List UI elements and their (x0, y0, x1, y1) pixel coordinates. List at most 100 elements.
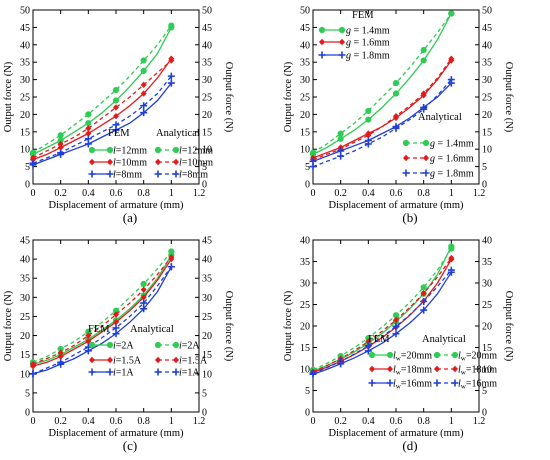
y-tick-label-right: 30 (482, 75, 492, 86)
legend-marker (89, 356, 95, 364)
data-point (113, 104, 119, 111)
y-tick-label: 35 (300, 58, 310, 69)
y-tick-label-right: 0 (202, 180, 207, 191)
legend-marker (368, 379, 376, 387)
y-tick-label-right: 45 (482, 23, 492, 34)
x-axis-title: Displacement of armature (mm) (329, 200, 464, 211)
data-point (85, 111, 92, 118)
y-tick-label-right: 40 (202, 40, 212, 51)
data-point (420, 290, 427, 297)
y-tick-label: 30 (300, 75, 310, 86)
data-point (168, 57, 175, 64)
legend-marker (433, 351, 441, 359)
data-point (140, 81, 147, 89)
legend-entry-label: i=1A (179, 368, 200, 379)
y-tick-label: 10 (300, 145, 310, 156)
y-tick-label: 20 (300, 322, 310, 333)
legend-entry-label: l=8mm (113, 170, 142, 181)
y-tick-label: 10 (300, 365, 310, 376)
series-line (32, 256, 172, 365)
legend-marker (338, 26, 346, 34)
y-axis-title-right: Output force (N) (223, 291, 234, 362)
legend-marker (452, 365, 458, 373)
series-line (32, 266, 172, 375)
y-tick-label-right: 30 (202, 293, 212, 304)
legend-marker (403, 154, 409, 162)
y-tick-label: 25 (300, 93, 310, 104)
data-point (420, 284, 427, 291)
series-line (312, 60, 452, 159)
y-tick-label-right: 40 (482, 40, 492, 51)
legend-marker (402, 169, 410, 177)
legend-marker (172, 341, 180, 349)
y-tick-label: 35 (20, 58, 30, 69)
legend-marker (402, 139, 410, 147)
x-tick-label: 0.2 (334, 188, 347, 199)
legend-marker (88, 368, 96, 376)
data-point (85, 125, 92, 132)
y-tick-label-right: 0 (482, 180, 487, 191)
data-point (57, 358, 65, 366)
data-point (393, 112, 399, 120)
y-tick-label-right: 20 (482, 322, 492, 333)
series-line (312, 79, 452, 168)
legend-marker (451, 351, 459, 359)
y-tick-label-right: 30 (202, 75, 212, 86)
y-tick-label-right: 50 (482, 6, 492, 17)
y-tick-label: 15 (20, 127, 30, 138)
x-tick-label: 0 (31, 416, 36, 427)
legend-entry-label: lw=16mm (458, 379, 497, 391)
data-point (85, 332, 92, 339)
series-line (312, 257, 452, 373)
legend-header: Analytical (418, 112, 462, 123)
data-point (167, 79, 175, 87)
data-point (337, 130, 344, 137)
x-tick-label: 0.8 (417, 416, 430, 427)
y-tick-label-right: 50 (202, 6, 212, 17)
series-line (32, 25, 172, 154)
data-point (57, 149, 65, 157)
data-point (84, 135, 92, 143)
x-tick-label: 1 (449, 416, 454, 427)
legend-entry-label: l=10mm (113, 158, 147, 169)
panel-label: (b) (402, 210, 417, 225)
data-point (113, 311, 119, 318)
data-point (112, 324, 120, 332)
y-tick-label-right: 35 (482, 257, 492, 268)
y-tick-label: 15 (300, 127, 310, 138)
data-point (85, 130, 92, 137)
data-point (57, 349, 64, 356)
legend-marker (155, 356, 161, 364)
data-point (448, 10, 455, 17)
data-point (112, 97, 120, 104)
legend-entry-label: g = 1.6mm (430, 154, 474, 165)
y-tick-label: 5 (305, 162, 310, 173)
legend-entry-label: g = 1.8mm (430, 169, 474, 180)
x-tick-label: 0.6 (390, 188, 403, 199)
x-tick-label: 0.2 (54, 416, 67, 427)
y-axis-title-right: Output force (N) (223, 62, 234, 133)
data-point (85, 120, 92, 127)
series-line (312, 269, 452, 374)
y-tick-label: 45 (300, 23, 310, 34)
legend-entry-label: lw=20mm (393, 351, 432, 363)
legend-marker (173, 356, 179, 364)
data-point (420, 57, 427, 64)
legend-header: FEM (88, 324, 110, 335)
y-tick-label: 30 (300, 279, 310, 290)
y-tick-label-right: 15 (482, 127, 492, 138)
y-tick-label: 35 (300, 257, 310, 268)
x-tick-label: 0.6 (110, 416, 123, 427)
x-axis-title: Displacement of armature (mm) (329, 428, 464, 439)
data-point (140, 102, 148, 110)
y-tick-label: 20 (20, 331, 30, 342)
data-point (112, 121, 120, 129)
legend-marker (107, 356, 113, 364)
y-tick-label: 40 (20, 40, 30, 51)
data-point (447, 266, 455, 274)
y-tick-label-right: 20 (202, 110, 212, 121)
x-tick-label: 0.2 (54, 188, 67, 199)
